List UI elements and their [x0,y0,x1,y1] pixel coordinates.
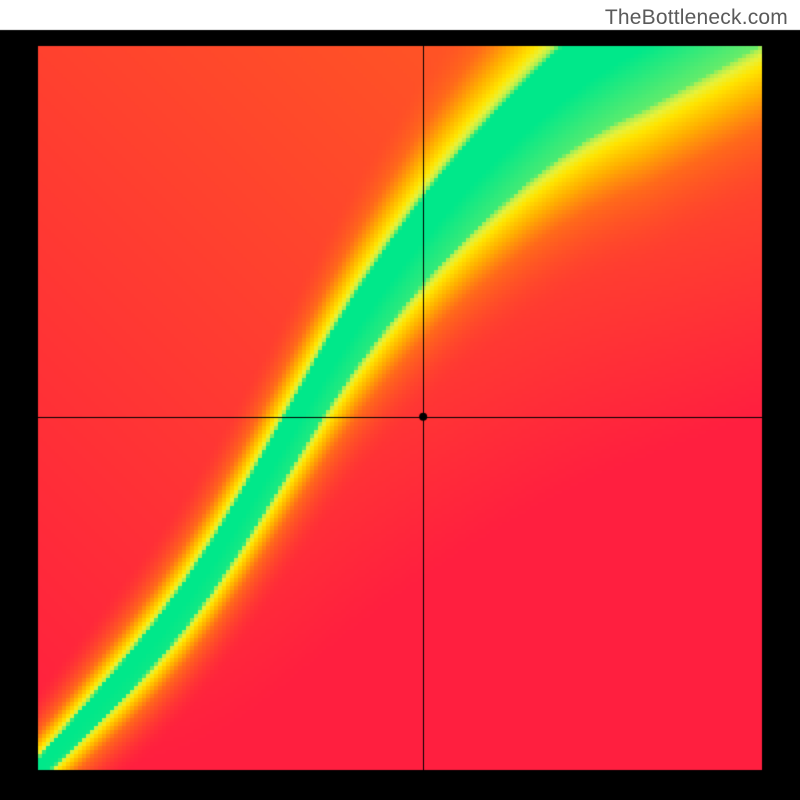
bottleneck-heatmap-canvas [0,0,800,800]
watermark-text: TheBottleneck.com [605,6,788,30]
